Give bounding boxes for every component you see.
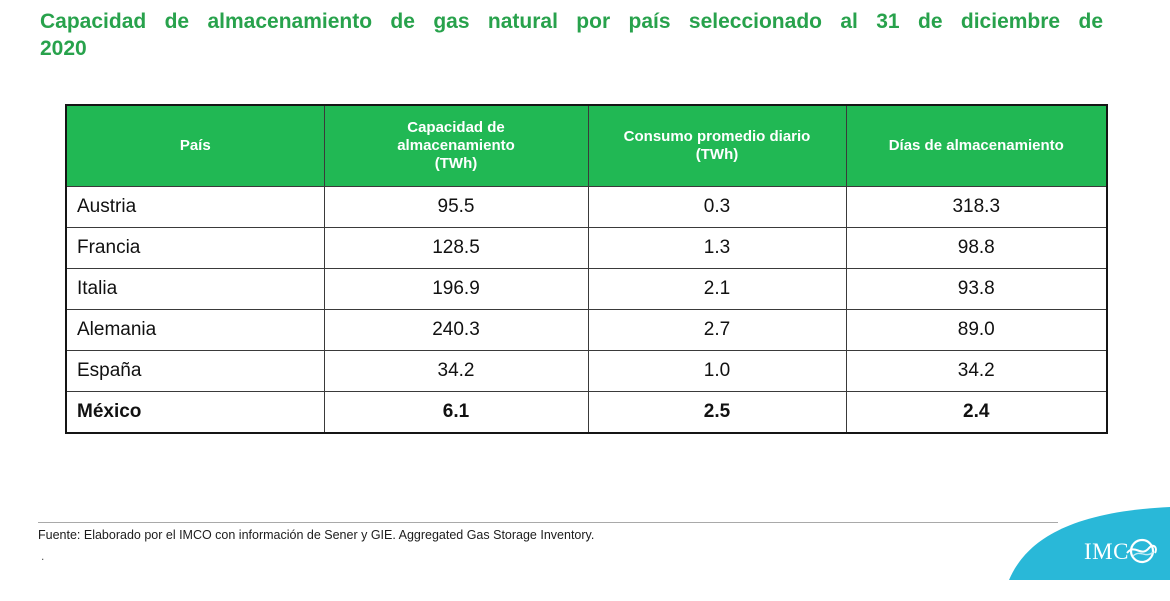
cell-consumption: 0.3 [587, 186, 847, 228]
logo-text: IMC [1084, 539, 1129, 564]
cell-days: 93.8 [845, 268, 1108, 310]
table-row-mexico: México 6.1 2.5 2.4 [65, 391, 1108, 434]
cell-consumption: 2.7 [587, 309, 847, 351]
imco-logo: IMC [1009, 507, 1170, 580]
table-row: España 34.2 1.0 34.2 [65, 350, 1108, 392]
stray-period: . [41, 549, 45, 563]
cell-capacity: 128.5 [323, 227, 589, 269]
header-cell-days: Días de almacenamiento [845, 104, 1108, 187]
storage-capacity-table: País Capacidad de almacenamiento (TWh) C… [65, 104, 1108, 434]
page-title-line2: 2020 [40, 37, 87, 60]
logo-wave-shape [1009, 507, 1170, 580]
footer-divider [38, 522, 1058, 523]
cell-capacity: 240.3 [323, 309, 589, 351]
cell-country: Alemania [65, 309, 325, 351]
page-title-line1: Capacidad de almacenamiento de gas natur… [40, 10, 1103, 33]
cell-country: México [65, 391, 325, 434]
header-cell-capacity: Capacidad de almacenamiento (TWh) [323, 104, 589, 187]
cell-country: Austria [65, 186, 325, 228]
cell-capacity: 196.9 [323, 268, 589, 310]
source-note: Fuente: Elaborado por el IMCO con inform… [38, 528, 595, 542]
cell-consumption: 1.3 [587, 227, 847, 269]
logo-o-swirl [1126, 544, 1157, 554]
cell-days: 89.0 [845, 309, 1108, 351]
cell-country: Italia [65, 268, 325, 310]
cell-country: España [65, 350, 325, 392]
cell-consumption: 1.0 [587, 350, 847, 392]
logo-o-swirl-accent [1132, 551, 1154, 557]
cell-country: Francia [65, 227, 325, 269]
cell-consumption: 2.1 [587, 268, 847, 310]
cell-consumption: 2.5 [587, 391, 847, 434]
table-row: Austria 95.5 0.3 318.3 [65, 186, 1108, 228]
cell-days: 34.2 [845, 350, 1108, 392]
table-row: Italia 196.9 2.1 93.8 [65, 268, 1108, 310]
page-title: Capacidad de almacenamiento de gas natur… [40, 8, 1103, 62]
cell-days: 2.4 [845, 391, 1108, 434]
cell-capacity: 34.2 [323, 350, 589, 392]
logo-o-ring [1129, 538, 1155, 564]
table-row: Alemania 240.3 2.7 89.0 [65, 309, 1108, 351]
table-header-row: País Capacidad de almacenamiento (TWh) C… [65, 104, 1108, 187]
cell-days: 98.8 [845, 227, 1108, 269]
header-cell-consumption: Consumo promedio diario (TWh) [587, 104, 847, 187]
cell-days: 318.3 [845, 186, 1108, 228]
cell-capacity: 6.1 [323, 391, 589, 434]
header-cell-country: País [65, 104, 325, 187]
cell-capacity: 95.5 [323, 186, 589, 228]
table-row: Francia 128.5 1.3 98.8 [65, 227, 1108, 269]
